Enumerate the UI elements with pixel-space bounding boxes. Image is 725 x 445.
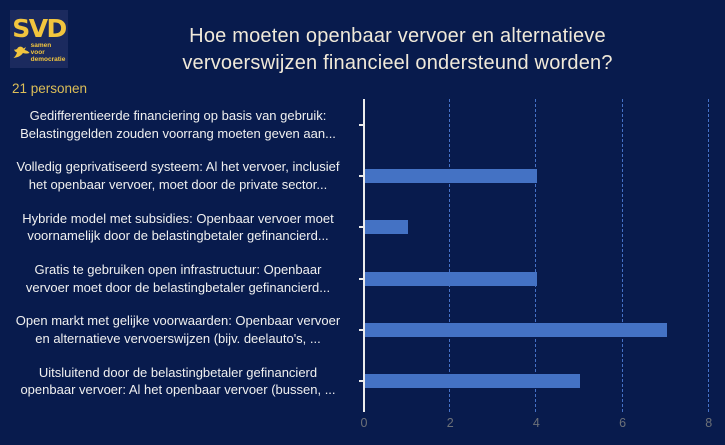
bar-category-1 <box>365 169 538 183</box>
category-label-line: Uitsluitend door de belastingbetaler gef… <box>38 364 318 380</box>
category-labels: Gedifferentieerde financiering op basis … <box>0 99 356 407</box>
category-label-line: Open markt met gelijke voorwaarden: Open… <box>15 313 341 329</box>
bar-category-3 <box>365 271 538 286</box>
chart-title-line1: Hoe moeten openbaar vervoer en alternati… <box>189 25 606 47</box>
category-label-line: openbaar vervoer: Al het openbaar vervoe… <box>20 382 336 398</box>
logo-acronym: SVD <box>12 13 67 43</box>
y-category-tick <box>359 175 363 177</box>
chart-title-line2: vervoerswijzen financieel ondersteund wo… <box>182 52 613 74</box>
category-label-line: Gratis te gebruiken open infrastructuur:… <box>34 262 322 278</box>
chart-title: Hoe moeten openbaar vervoer en alternati… <box>75 23 720 77</box>
dove-icon <box>13 46 30 58</box>
x-tick-label: 8 <box>705 416 713 430</box>
category-label-line: voornamelijk door de belastingbetaler ge… <box>27 228 329 244</box>
category-label-0: Gedifferentieerde financiering op basis … <box>0 99 356 150</box>
y-category-tick <box>359 277 363 280</box>
logo-tagline: samen voor democratie <box>31 42 66 63</box>
gridline-6 <box>621 99 623 412</box>
svd-logo: SVD samen voor democratie <box>10 10 68 68</box>
plot-area: 0 2 4 6 8 <box>359 99 725 430</box>
category-label-2: Hybride model met subsidies: Openbaar ve… <box>0 202 356 253</box>
x-tick-label: 6 <box>619 416 627 430</box>
category-label-line: Gedifferentieerde financiering op basis … <box>29 108 327 124</box>
y-category-tick <box>359 226 363 229</box>
bar-category-2 <box>365 220 409 235</box>
category-label-line: het openbaar vervoer, moet door de priva… <box>28 176 328 192</box>
gridline-8 <box>707 99 709 412</box>
category-label-line: Hybride model met subsidies: Openbaar ve… <box>22 210 334 226</box>
gridline-2 <box>449 99 451 412</box>
category-label-5: Uitsluitend door de belastingbetaler gef… <box>0 356 356 407</box>
tagline-line: samen <box>30 41 52 49</box>
y-axis-line <box>363 99 365 412</box>
category-label-3: Gratis te gebruiken open infrastructuur:… <box>0 253 356 304</box>
tagline-line: voor <box>30 48 45 56</box>
y-category-tick <box>359 329 363 331</box>
bar-category-4 <box>365 323 667 337</box>
x-tick-label: 0 <box>360 416 368 430</box>
gridline-4 <box>535 99 537 412</box>
category-label-line: Belastinggelden zouden voorrang moeten g… <box>20 125 336 141</box>
y-category-tick <box>359 123 363 126</box>
y-category-tick <box>359 380 363 383</box>
category-label-line: Volledig geprivatiseerd systeem: Al het … <box>16 159 340 175</box>
category-label-line: vervoer moet door de belastingbetaler ge… <box>25 279 331 295</box>
category-label-1: Volledig geprivatiseerd systeem: Al het … <box>0 150 356 201</box>
tagline-line: democratie <box>30 55 66 63</box>
x-tick-label: 4 <box>532 416 540 430</box>
respondents-count: 21 personen <box>12 81 88 96</box>
x-tick-label: 2 <box>446 416 454 430</box>
bar-category-5 <box>365 374 581 389</box>
category-label-4: Open markt met gelijke voorwaarden: Open… <box>0 304 356 355</box>
category-label-line: en alternatieve vervoerswijzen (bijv. de… <box>35 330 321 346</box>
